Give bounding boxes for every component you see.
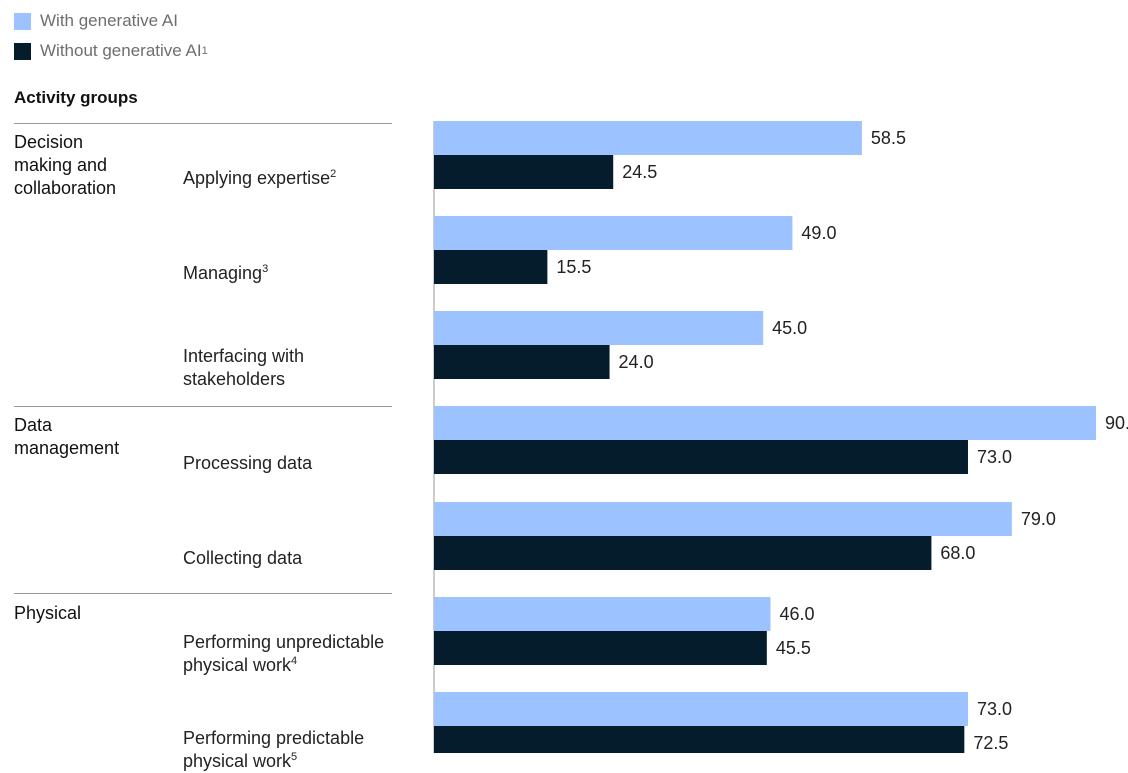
data-label-with-genai-5: 46.0	[779, 604, 814, 624]
legend-label-without-genai: Without generative AI	[40, 41, 202, 60]
data-label-without-genai-4: 68.0	[940, 543, 975, 563]
data-label-with-genai-0: 58.5	[871, 128, 906, 148]
activity-label-text: Collecting data	[183, 548, 303, 568]
group-rule-data	[14, 406, 392, 407]
bar-with-genai-5	[434, 597, 771, 631]
bar-without-genai-2	[434, 345, 610, 379]
legend-swatch-with-genai	[14, 12, 31, 30]
legend: With generative AI Without generative AI…	[14, 6, 208, 66]
data-label-with-genai-2: 45.0	[772, 318, 807, 338]
activity-label-text: Interfacing with stakeholders	[183, 346, 305, 389]
data-label-without-genai-3: 73.0	[977, 447, 1012, 467]
footnote-2: 2	[330, 168, 337, 180]
data-label-without-genai-5: 45.5	[776, 638, 811, 658]
data-label-with-genai-1: 49.0	[801, 223, 836, 243]
bar-without-genai-6	[434, 726, 965, 753]
data-label-without-genai-6: 72.5	[973, 733, 1008, 753]
activity-label-interfacing: Interfacing with stakeholders	[183, 322, 333, 391]
data-label-with-genai-4: 79.0	[1021, 509, 1056, 529]
bar-with-genai-6	[434, 692, 968, 726]
data-label-without-genai-1: 15.5	[556, 257, 591, 277]
activity-label-text: Performing unpredictable physical work	[183, 632, 385, 675]
legend-item-without-genai: Without generative AI 1	[14, 36, 208, 66]
data-label-with-genai-3: 90.5	[1105, 413, 1128, 433]
footnote-3: 3	[262, 263, 269, 275]
activity-label-applying-expertise: Applying expertise2	[183, 144, 403, 190]
activity-label-text: Processing data	[183, 453, 313, 473]
bar-without-genai-0	[434, 155, 614, 189]
data-label-without-genai-2: 24.0	[619, 352, 654, 372]
bar-with-genai-0	[434, 121, 862, 155]
activity-label-managing: Managing3	[183, 239, 403, 285]
section-heading: Activity groups	[14, 88, 138, 107]
legend-label-with-genai: With generative AI	[40, 11, 178, 30]
legend-item-with-genai: With generative AI	[14, 6, 208, 36]
bar-without-genai-1	[434, 250, 548, 284]
activity-label-text: Managing	[183, 263, 263, 283]
bar-without-genai-4	[434, 536, 932, 570]
group-rule-physical	[14, 593, 392, 594]
group-label-decision: Decision making and collaboration	[14, 132, 117, 198]
activity-label-unpredictable-physical: Performing unpredictable physical work4	[183, 608, 423, 677]
bar-without-genai-5	[434, 631, 767, 665]
activity-label-text: Applying expertise	[183, 168, 331, 188]
bar-with-genai-3	[434, 406, 1096, 440]
activity-label-processing-data: Processing data	[183, 429, 403, 475]
group-label-data: Data management	[14, 415, 120, 458]
bar-with-genai-4	[434, 502, 1012, 536]
footnote-4: 4	[291, 655, 298, 667]
bar-without-genai-3	[434, 440, 968, 474]
bar-chart: 58.5 24.5 49.0 15.5 45.0 24.0 90.5 73.0 79.0 68.0…	[433, 121, 1128, 753]
data-label-without-genai-0: 24.5	[622, 162, 657, 182]
bar-with-genai-1	[434, 216, 793, 250]
group-label-physical: Physical	[14, 603, 82, 623]
group-rule-decision	[14, 123, 392, 124]
activity-label-collecting-data: Collecting data	[183, 524, 403, 570]
bar-with-genai-2	[434, 311, 764, 345]
data-label-with-genai-6: 73.0	[977, 699, 1012, 719]
legend-swatch-without-genai	[14, 42, 31, 60]
